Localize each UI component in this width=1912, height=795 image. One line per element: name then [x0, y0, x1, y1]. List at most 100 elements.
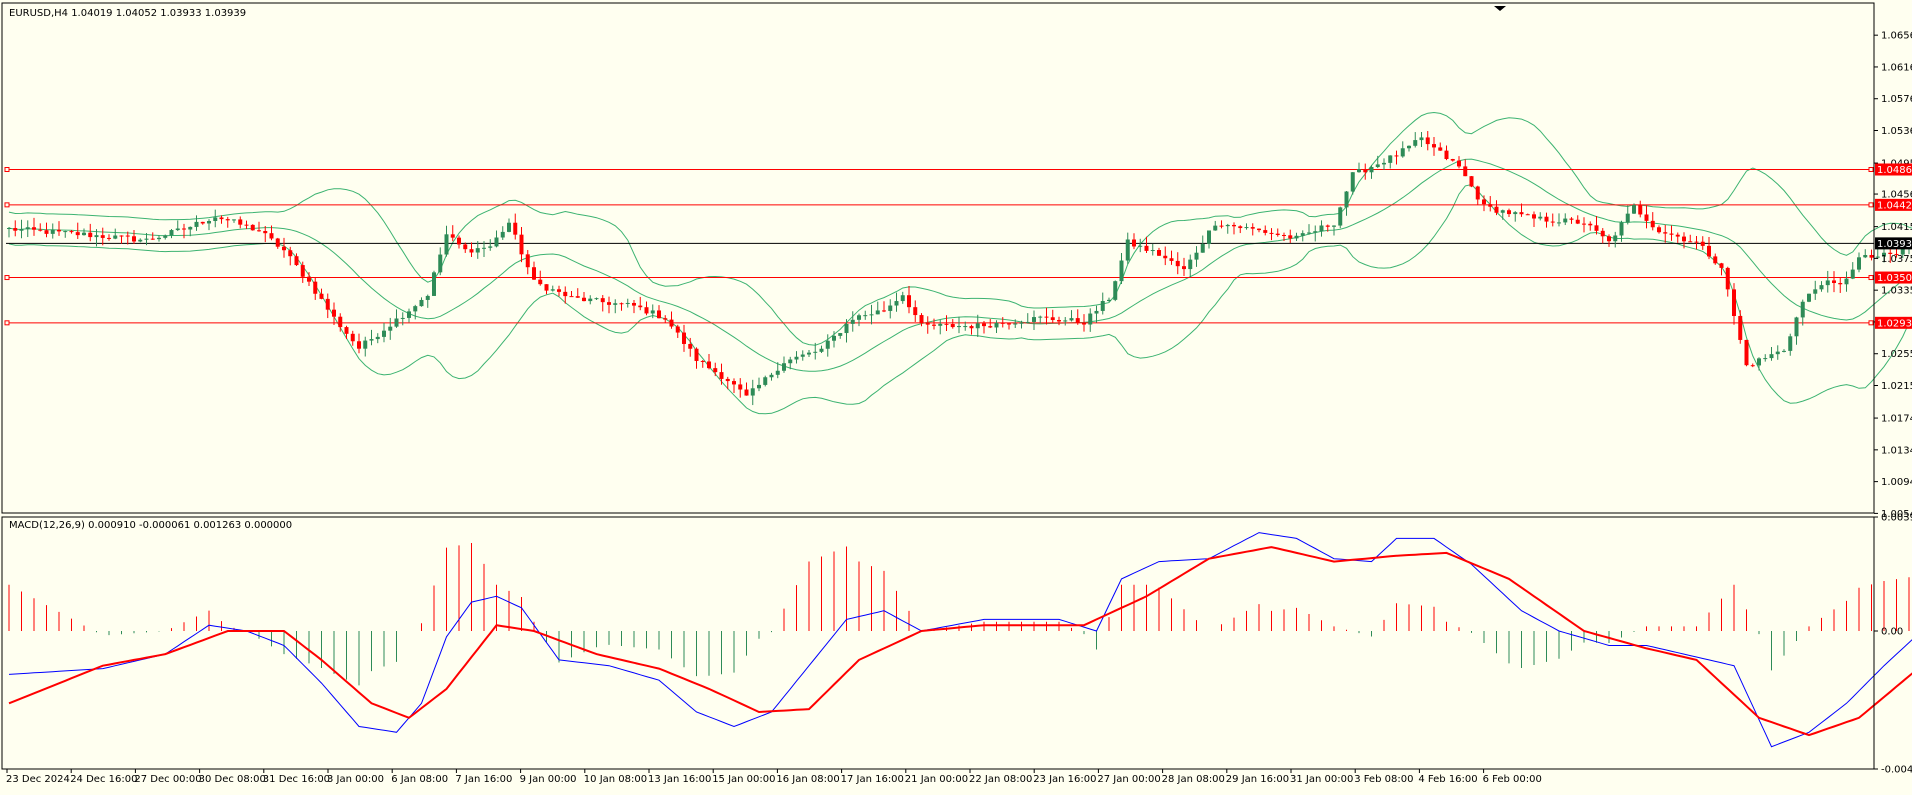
level-handle-left[interactable] — [4, 320, 10, 326]
candle-body — [1013, 323, 1018, 325]
candle-body — [319, 293, 324, 299]
candle-body — [163, 235, 168, 238]
candle-body — [19, 229, 24, 231]
macd-main-line — [8, 532, 1912, 748]
candle-body — [1544, 216, 1549, 222]
candle-body — [1444, 150, 1449, 159]
candle-body — [1275, 233, 1280, 235]
macd-y-tick-label: -0.00477 — [1881, 765, 1912, 776]
candle-body — [188, 226, 193, 230]
macd-pane[interactable] — [8, 532, 1912, 748]
candle-body — [1632, 205, 1636, 214]
x-tick-label: 30 Dec 08:00 — [199, 774, 266, 785]
candle-body — [1494, 206, 1499, 213]
candle-body — [1350, 172, 1355, 192]
candle-body — [1119, 260, 1124, 282]
candle-body — [1513, 212, 1518, 215]
candle-body — [675, 326, 680, 333]
current-price-tag — [1875, 237, 1912, 250]
candle-body — [1282, 234, 1286, 236]
candle-body — [638, 305, 643, 308]
candle-body — [532, 267, 536, 280]
candle-body — [432, 272, 436, 296]
candle-body — [338, 316, 343, 328]
candle-body — [1100, 301, 1105, 311]
candle-body — [200, 221, 205, 224]
candle-body — [1138, 245, 1143, 247]
level-handle-right[interactable] — [1868, 320, 1874, 326]
x-tick-label: 15 Jan 00:00 — [712, 774, 775, 785]
candle-body — [1657, 227, 1661, 233]
chart-shift-marker-icon[interactable] — [1494, 6, 1506, 11]
candle-body — [1338, 207, 1343, 226]
price-y-tick-label: 1.04150 — [1881, 222, 1912, 233]
candle-body — [1475, 186, 1480, 200]
candle-body — [982, 323, 986, 327]
candle-body — [1557, 222, 1561, 224]
candle-body — [519, 234, 524, 255]
candle-body — [1900, 248, 1905, 255]
candle-body — [1869, 255, 1874, 258]
candle-body — [113, 235, 118, 239]
candle-body — [1675, 234, 1680, 237]
candle-body — [307, 276, 311, 282]
level-handle-left[interactable] — [4, 167, 10, 173]
candle-body — [1669, 233, 1674, 235]
candle-body — [500, 231, 505, 238]
candle-body — [57, 229, 61, 232]
x-tick-label: 3 Jan 00:00 — [327, 774, 384, 785]
candle-body — [1032, 317, 1036, 322]
candle-body — [332, 309, 336, 317]
price-y-tick-label: 1.01740 — [1881, 414, 1912, 425]
candle-body — [719, 372, 724, 379]
candle-body — [1882, 252, 1886, 257]
candle-body — [1819, 285, 1824, 290]
candle-body — [475, 248, 480, 253]
candle-body — [663, 318, 668, 320]
candle-body — [1732, 289, 1736, 316]
candle-body — [582, 297, 586, 302]
candle-body — [232, 219, 236, 221]
candle-body — [1594, 225, 1599, 231]
x-tick-label: 3 Feb 08:00 — [1354, 774, 1413, 785]
candle-body — [1288, 235, 1293, 239]
level-handle-left[interactable] — [4, 202, 10, 208]
candle-body — [963, 326, 968, 328]
candle-body — [357, 341, 361, 349]
level-handle-left[interactable] — [4, 275, 10, 281]
level-handle-right[interactable] — [1868, 167, 1874, 173]
level-handle-right[interactable] — [1868, 202, 1874, 208]
candle-body — [700, 360, 705, 362]
candle-body — [1194, 252, 1199, 260]
candle-body — [394, 318, 399, 327]
candle-body — [63, 231, 68, 233]
candle-body — [1738, 315, 1743, 340]
candle-body — [569, 296, 574, 298]
candle-body — [507, 222, 511, 232]
candle-body — [1482, 199, 1486, 205]
candle-body — [925, 322, 930, 325]
candle-body — [1357, 169, 1361, 173]
candle-body — [1575, 219, 1580, 224]
candle-body — [550, 289, 555, 291]
level-handle-right[interactable] — [1868, 275, 1874, 281]
price-pane[interactable] — [4, 111, 1912, 415]
candle-body — [1432, 144, 1436, 148]
candle-body — [1050, 317, 1055, 321]
candle-body — [775, 370, 780, 375]
x-tick-label: 13 Jan 16:00 — [648, 774, 711, 785]
candle-body — [1082, 322, 1086, 325]
price-y-tick-label: 1.03350 — [1881, 286, 1912, 297]
candle-body — [1488, 204, 1493, 207]
candle-body — [913, 307, 918, 316]
price-y-tick-label: 1.06160 — [1881, 62, 1912, 73]
candle-body — [1888, 252, 1893, 254]
candle-body — [1269, 232, 1274, 234]
price-y-tick-label: 1.03750 — [1881, 254, 1912, 265]
candle-body — [75, 232, 80, 236]
candle-body — [682, 332, 686, 344]
